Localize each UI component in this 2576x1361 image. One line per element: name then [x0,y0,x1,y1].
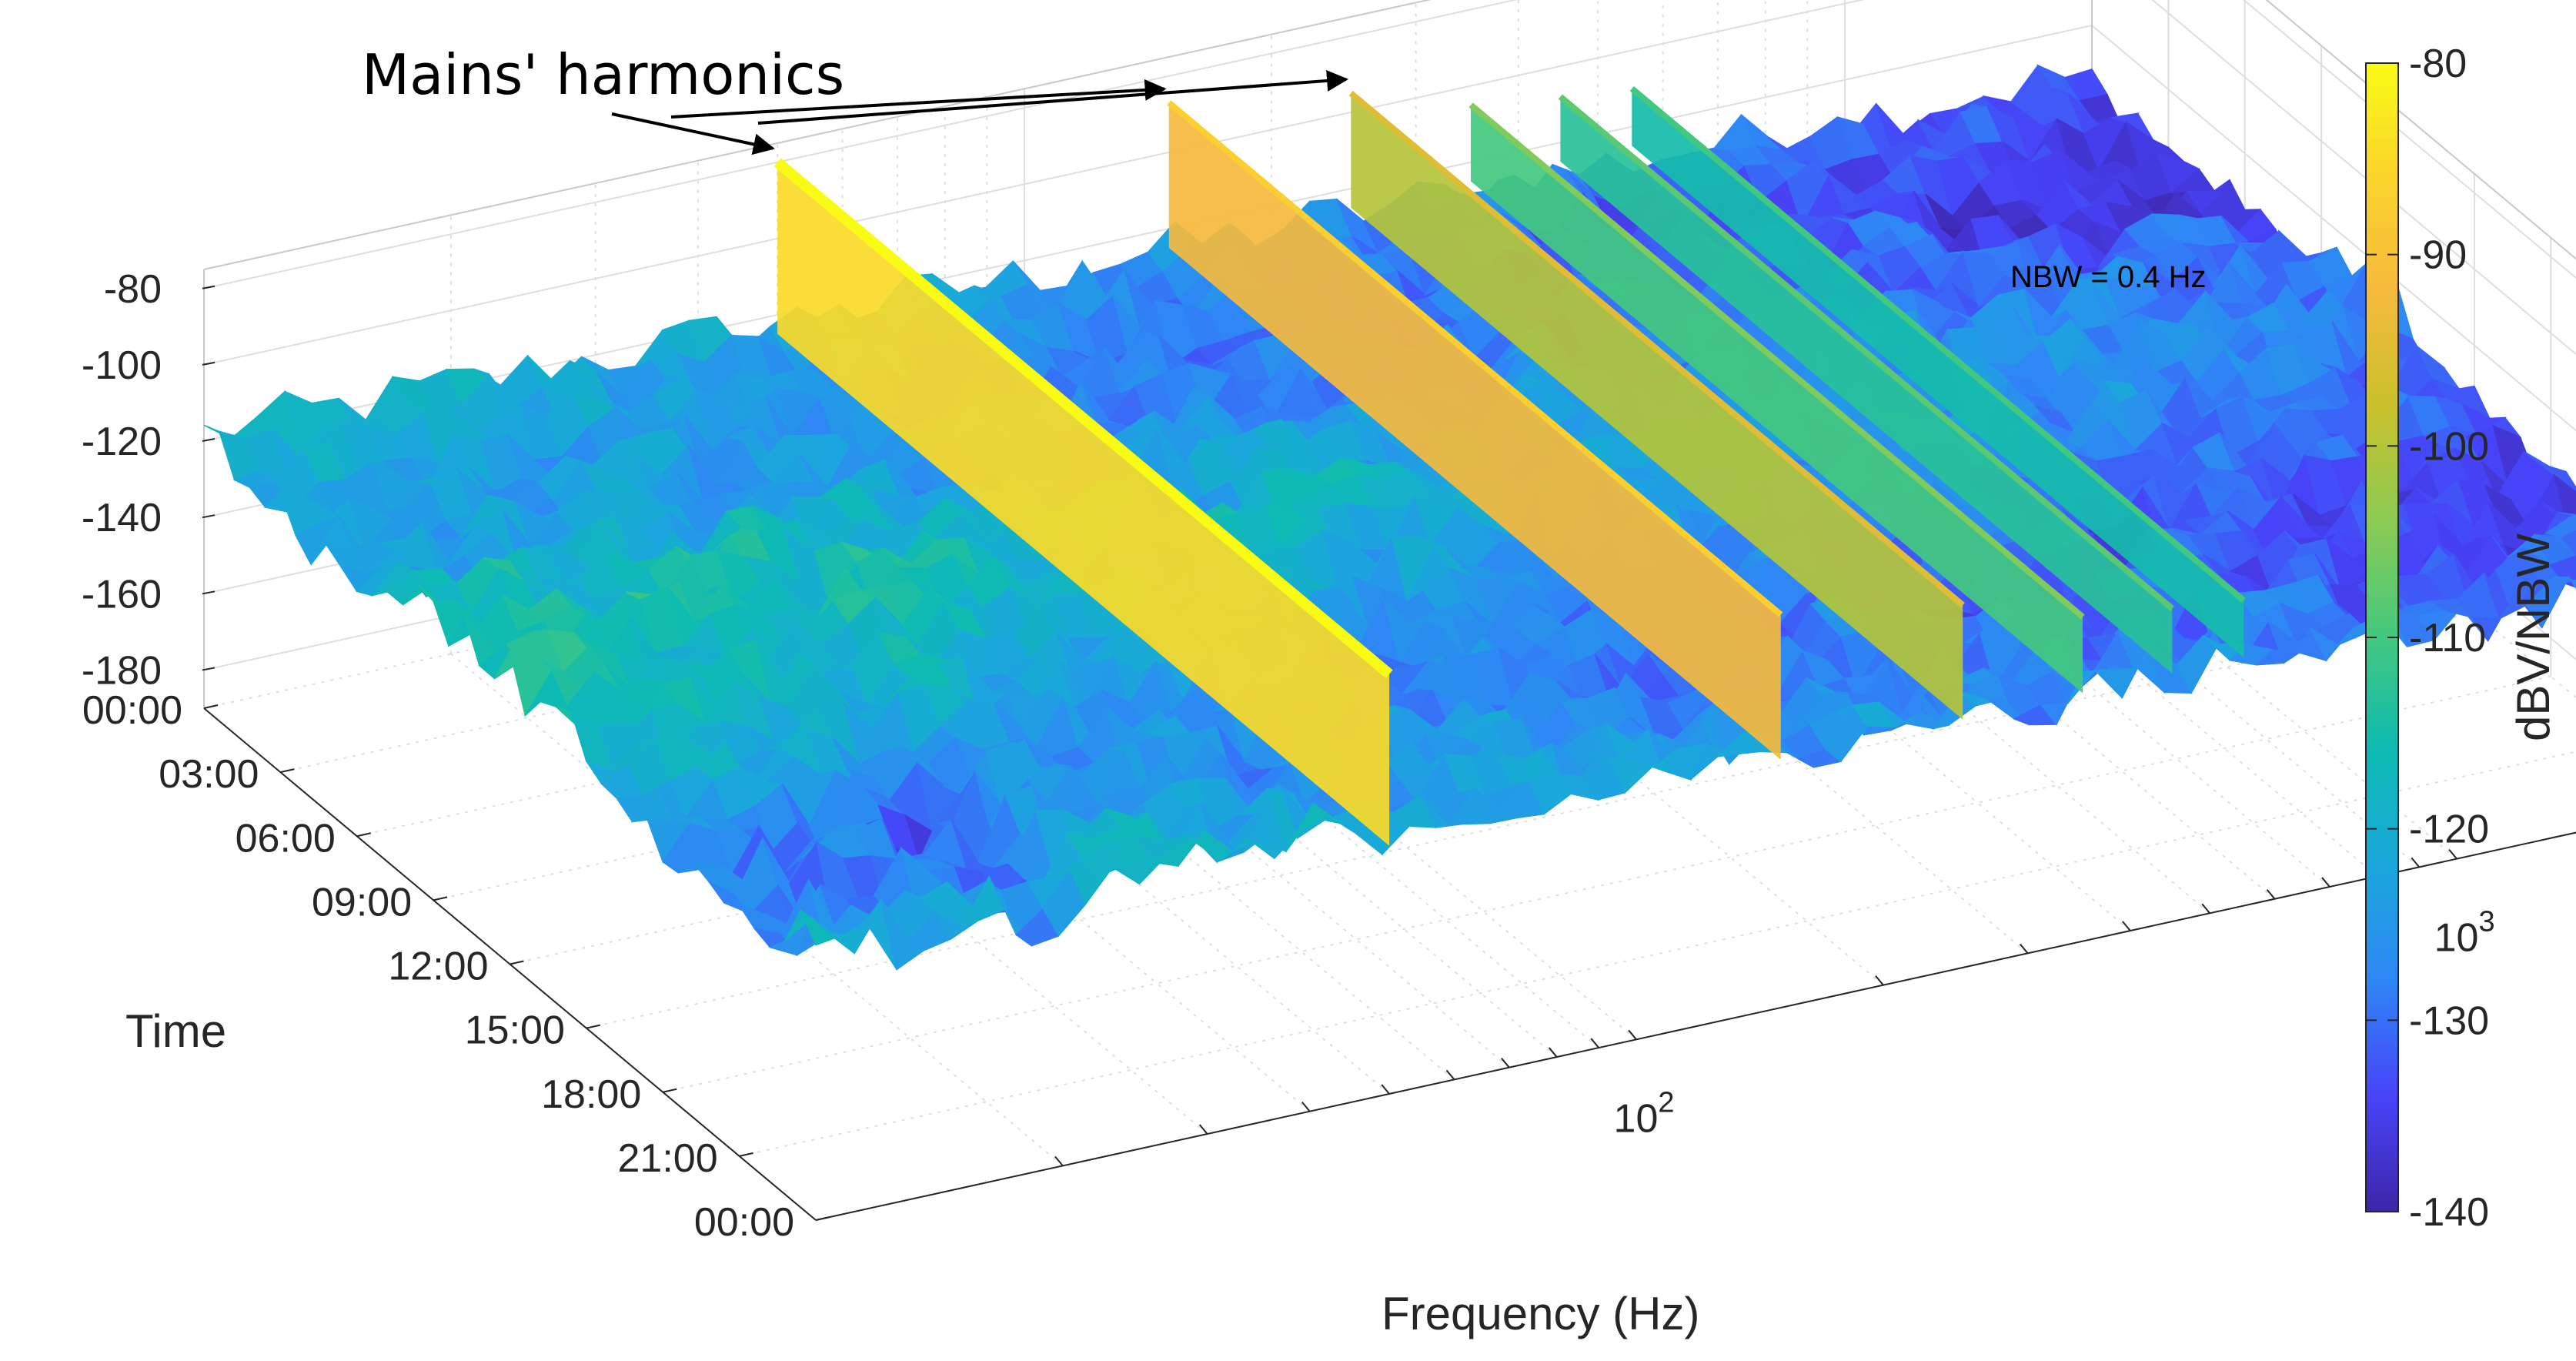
colorbar: -80 -90 -100 -110 -120 -130 -140 [2365,42,2489,1235]
z-tick-label: -180 [82,648,162,693]
z-tick-label: -80 [104,267,162,312]
frequency-tick-label: 103 [2434,906,2495,961]
frequency-tick-label: 102 [1614,1086,1675,1141]
colorbar-tick-label: -80 [2409,42,2467,86]
colorbar-tick-label: -110 [2409,616,2486,660]
harmonic-ridges [773,85,2246,846]
time-tick-label: 06:00 [236,816,336,861]
harmonic-ridge [1468,102,2085,694]
colorbar-tick-label: -120 [2409,808,2489,852]
surface-patch [2558,511,2576,517]
time-tick-label: 12:00 [388,945,488,989]
surface-patch [2534,533,2576,566]
surface-patch [2544,514,2576,539]
harmonic-ridge [1629,85,2246,658]
colorbar-tick-label: -90 [2409,233,2467,278]
time-tick-label: 03:00 [159,752,259,797]
harmonic-ridge [1558,94,2174,674]
axes: -80-100-120-140-160-18000:0003:0006:0009… [82,267,2576,1245]
x-axis-label: Frequency (Hz) [1382,1288,1699,1339]
z-tick-label: -120 [82,420,162,464]
time-tick-label: 00:00 [82,688,182,733]
annotation-text: Mains' harmonics [362,42,844,107]
annotation-arrow [757,69,1349,125]
colorbar-label: dBV/NBW [2508,533,2559,741]
surface-patch [2561,530,2576,556]
surface-patch [2553,576,2576,590]
harmonic-ridge [1348,90,1965,720]
harmonic-ridge [1167,100,1783,760]
y-axis-label: Time [125,1005,226,1057]
surface-patch [2093,667,2139,699]
z-tick-label: -140 [82,496,162,540]
time-tick-label: 09:00 [312,880,412,925]
time-tick-label: 15:00 [465,1008,565,1053]
annotation-arrows [611,69,1349,155]
harmonic-ridge [773,158,1393,846]
time-tick-label: 18:00 [541,1072,641,1117]
time-tick-label: 21:00 [617,1136,717,1181]
surface-patch [2573,514,2576,518]
z-tick-label: -100 [82,343,162,388]
annotation-arrow [611,112,775,155]
colorbar-tick-label: -140 [2409,1190,2489,1235]
z-tick-label: -160 [82,572,162,617]
surface-patch [2538,463,2576,493]
annotation-arrow [670,79,1167,119]
nbw-note: NBW = 0.4 Hz [2010,260,2207,294]
colorbar-tick-label: -130 [2409,998,2489,1043]
time-tick-label: 00:00 [694,1200,794,1245]
colorbar-tick-label: -100 [2409,424,2489,469]
